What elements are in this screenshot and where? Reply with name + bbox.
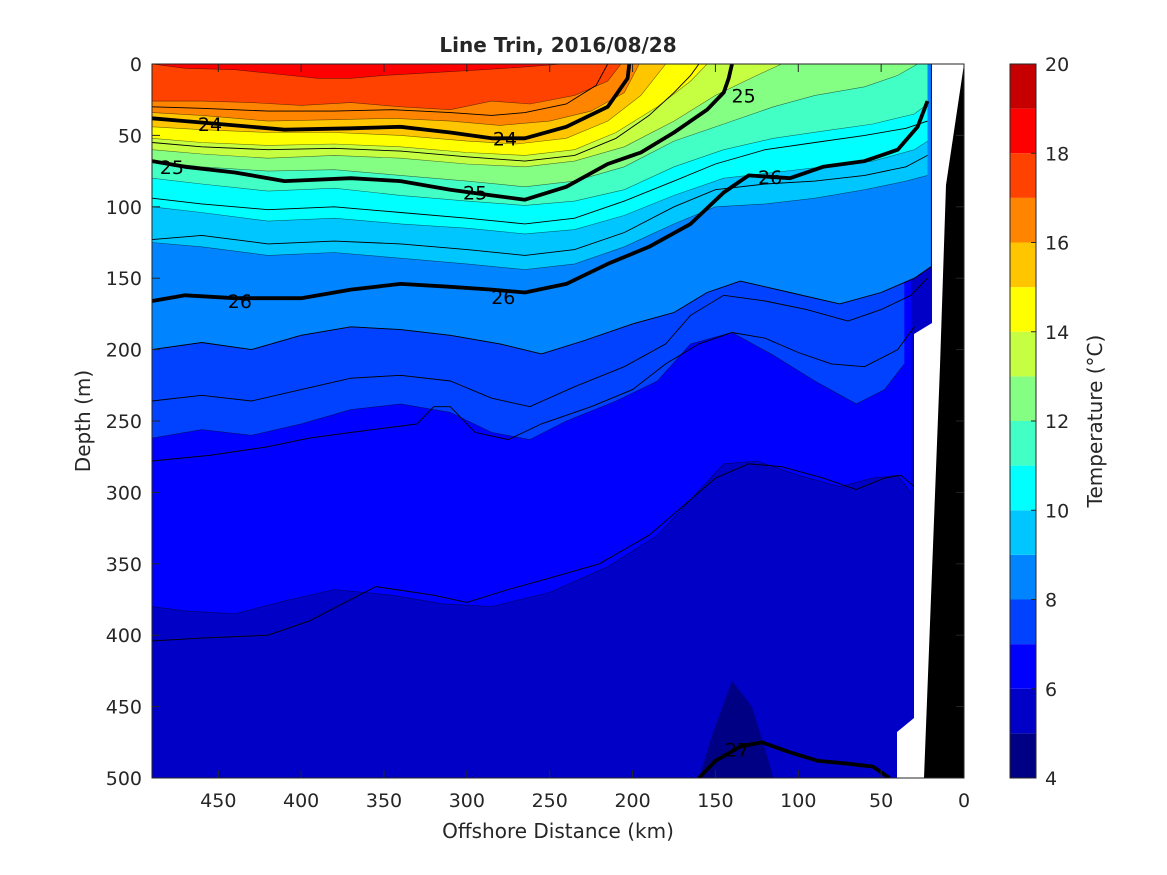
thin-contour-line — [152, 120, 928, 225]
y-tick-label: 400 — [106, 625, 142, 647]
density-contour-layer — [152, 64, 930, 778]
isotherm-line — [152, 266, 932, 355]
x-tick-label: 150 — [697, 790, 733, 812]
density-contour-24 — [152, 64, 632, 141]
colorbar-tick-label: 18 — [1045, 143, 1069, 165]
colorbar-tick-label: 8 — [1045, 590, 1057, 612]
colorbar-tick-label: 16 — [1045, 233, 1069, 255]
thin-contour-line — [152, 326, 915, 462]
colorbar-swatch — [1010, 197, 1036, 243]
contour-label: 26 — [491, 287, 515, 309]
isotherm-line — [152, 64, 918, 188]
colorbar-swatch — [1010, 465, 1036, 511]
thin-contour-layer — [152, 64, 932, 642]
contour-label: 26 — [228, 291, 252, 313]
isotherm-line — [152, 64, 666, 145]
thin-contour-line — [152, 64, 700, 162]
density-contour-27 — [697, 740, 891, 778]
colorbar-swatch — [1010, 554, 1036, 600]
contour-label: 25 — [160, 157, 184, 179]
colorbar-swatch — [1010, 376, 1036, 421]
x-tick-label: 450 — [200, 790, 236, 812]
isotherm-line — [152, 175, 928, 270]
isotherm-line — [152, 64, 708, 156]
y-tick-label: 300 — [106, 482, 142, 504]
contour-label: 24 — [493, 128, 517, 150]
colorbar-tick-label: 12 — [1045, 411, 1069, 433]
isotherm-line — [152, 64, 782, 168]
density-contour-25 — [152, 64, 734, 202]
plot-area: 24 24 25 25 25 26 26 26 27 — [151, 63, 965, 779]
colorbar-tick-label: 10 — [1045, 500, 1069, 522]
colorbar-tick-label: 14 — [1045, 322, 1069, 344]
isotherm-line — [152, 103, 928, 206]
isotherm-line — [152, 460, 912, 615]
thin-contour-line — [152, 463, 919, 642]
y-tick-label: 0 — [130, 54, 142, 76]
colorbar-swatch — [1010, 733, 1036, 778]
colorbar-tick-label: 4 — [1045, 768, 1057, 790]
y-tick-label: 100 — [106, 197, 142, 219]
contour-label: 26 — [758, 167, 782, 189]
shelf-mask-layer — [897, 64, 964, 778]
colorbar-swatch — [1010, 108, 1036, 154]
isotherm-line — [152, 64, 640, 126]
x-axis-label: Offshore Distance (km) — [442, 819, 674, 843]
colorbar-tick-label: 6 — [1045, 679, 1057, 701]
x-tick-label: 100 — [780, 790, 816, 812]
y-tick-label: 500 — [106, 768, 142, 790]
temperature-band-18 — [152, 64, 964, 79]
contour-label: 27 — [725, 739, 749, 761]
colorbar-swatch — [1010, 242, 1036, 288]
thin-contour-line — [152, 64, 609, 116]
colorbar-swatch — [1010, 510, 1036, 555]
y-tick-label: 450 — [106, 697, 142, 719]
y-tick-label: 250 — [106, 411, 142, 433]
y-axis: 0 50 100 150 200 250 300 350 400 450 500 — [106, 54, 964, 790]
contour-label: 25 — [732, 85, 756, 107]
x-tick-label: 300 — [449, 790, 485, 812]
y-tick-label: 200 — [106, 340, 142, 362]
thin-contour-line — [152, 155, 928, 256]
colorbar-swatch — [1010, 153, 1036, 198]
y-tick-label: 350 — [106, 554, 142, 576]
density-contour-26 — [152, 100, 930, 303]
y-tick-label: 150 — [106, 268, 142, 290]
colorbar-swatch — [1010, 287, 1036, 332]
contour-label: 24 — [198, 114, 222, 136]
colorbar-swatch — [1010, 421, 1036, 466]
x-tick-label: 350 — [366, 790, 402, 812]
y-tick-label: 50 — [118, 125, 142, 147]
x-tick-label: 200 — [614, 790, 650, 812]
temperature-band-4 — [698, 680, 774, 778]
x-axis: 450 400 350 300 250 200 150 100 50 0 — [200, 64, 970, 812]
contour-label-layer: 24 24 25 25 25 26 26 26 27 — [160, 85, 782, 761]
isotherm-line — [152, 332, 905, 440]
x-tick-label: 0 — [958, 790, 970, 812]
thin-contour-line — [152, 277, 928, 408]
colorbar-swatch — [1010, 64, 1036, 109]
colorbar-swatch — [1010, 644, 1036, 689]
colorbar-label: Temperature (°C) — [1083, 335, 1107, 509]
colorbar-swatch — [1010, 331, 1036, 377]
chart-title: Line Trin, 2016/08/28 — [439, 33, 676, 57]
colorbar: 4 6 8 10 12 14 16 18 20 — [1009, 54, 1069, 790]
x-tick-label: 400 — [283, 790, 319, 812]
y-axis-label: Depth (m) — [71, 370, 95, 472]
contour-label: 25 — [463, 183, 487, 205]
isotherm-line — [152, 64, 622, 111]
x-tick-label: 50 — [869, 790, 893, 812]
colorbar-tick-label: 20 — [1045, 54, 1069, 76]
seafloor-region — [924, 64, 964, 778]
x-tick-label: 250 — [532, 790, 568, 812]
colorbar-swatch — [1010, 688, 1036, 734]
colorbar-swatch — [1010, 599, 1036, 645]
